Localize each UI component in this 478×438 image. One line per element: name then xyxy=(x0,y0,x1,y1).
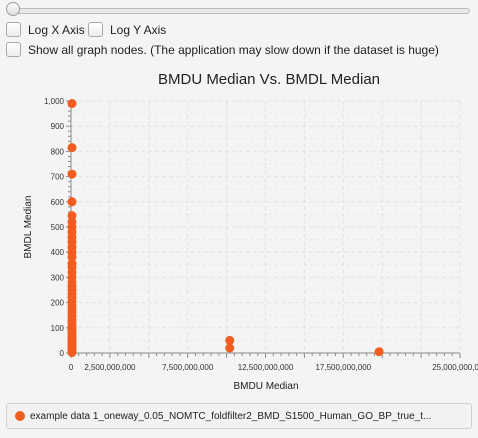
x-tick-label: 0 xyxy=(69,363,74,372)
x-tick-label: 25,000,000,000 xyxy=(432,363,478,372)
data-point xyxy=(67,169,77,179)
show-all-nodes-option[interactable]: Show all graph nodes. (The application m… xyxy=(6,42,439,57)
log-x-label: Log X Axis xyxy=(28,22,85,37)
y-tick-label: 700 xyxy=(51,173,65,182)
x-tick-labels: 0 2,500,000,000 7,500,000,000 12,500,000,00… xyxy=(69,363,478,372)
x-tick-label: 7,500,000,000 xyxy=(162,363,214,372)
y-tick-labels: 0 100 200 300 400 500 600 700 800 900 1,000 xyxy=(44,97,65,358)
show-all-nodes-label: Show all graph nodes. (The application m… xyxy=(28,42,439,57)
legend-marker xyxy=(15,411,25,421)
axes xyxy=(66,100,461,358)
data-point xyxy=(67,211,77,221)
y-tick-label: 0 xyxy=(60,349,65,358)
y-tick-label: 400 xyxy=(51,248,65,257)
data-point xyxy=(67,143,77,153)
log-y-option[interactable]: Log Y Axis xyxy=(88,22,166,37)
chart-title: BMDU Median Vs. BMDL Median xyxy=(157,71,381,88)
log-y-label: Log Y Axis xyxy=(110,22,167,37)
data-point xyxy=(225,343,235,353)
show-all-nodes-checkbox[interactable] xyxy=(6,42,21,57)
legend: example data 1_oneway_0.05_NOMTC_foldfil… xyxy=(6,403,472,429)
log-y-checkbox[interactable] xyxy=(88,22,103,37)
threshold-slider[interactable] xyxy=(6,2,472,18)
y-axis-label: BMDL Median xyxy=(23,196,34,259)
data-point xyxy=(67,252,77,262)
y-tick-label: 200 xyxy=(51,299,65,308)
log-x-checkbox[interactable] xyxy=(6,22,21,37)
x-tick-label: 17,500,000,000 xyxy=(315,363,371,372)
grid-lines xyxy=(70,100,461,354)
y-tick-label: 300 xyxy=(51,273,65,282)
data-point xyxy=(67,99,77,109)
y-tick-label: 100 xyxy=(51,324,65,333)
log-x-option[interactable]: Log X Axis xyxy=(6,22,85,37)
scatter-chart: 0 100 200 300 400 500 600 700 800 900 1,000 0 2,500… xyxy=(23,97,478,392)
data-points xyxy=(67,99,384,357)
x-axis-label: BMDU Median xyxy=(233,381,298,392)
y-tick-label: 800 xyxy=(51,147,65,156)
y-tick-label: 1,000 xyxy=(44,97,65,106)
data-point xyxy=(374,347,384,357)
legend-series-name: example data 1_oneway_0.05_NOMTC_foldfil… xyxy=(30,410,432,422)
slider-thumb[interactable] xyxy=(6,2,20,16)
x-tick-label: 2,500,000,000 xyxy=(84,363,136,372)
data-point xyxy=(225,335,235,345)
data-point xyxy=(67,347,77,357)
y-tick-label: 600 xyxy=(51,198,65,207)
y-tick-label: 500 xyxy=(51,223,65,232)
y-tick-label: 900 xyxy=(51,122,65,131)
data-point xyxy=(67,197,77,207)
x-tick-label: 12,500,000,000 xyxy=(238,363,294,372)
